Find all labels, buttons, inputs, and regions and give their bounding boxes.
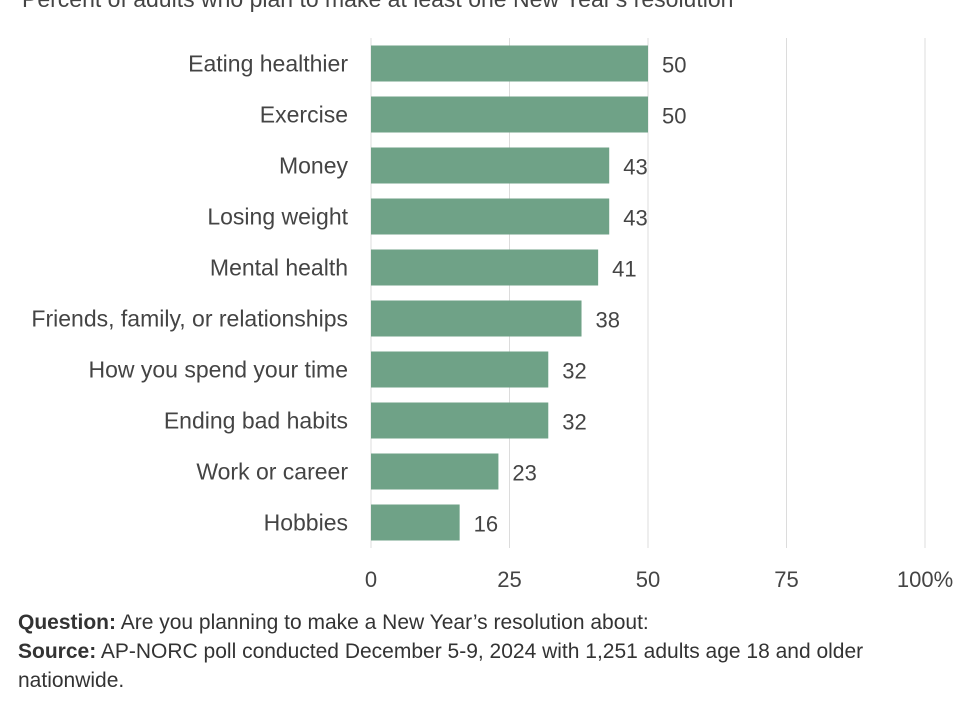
value-label: 50 [662, 53, 686, 78]
bar [371, 402, 549, 439]
value-label: 38 [596, 308, 620, 333]
x-axis-tick-labels: 0 25 50 75 100% [365, 567, 953, 592]
category-label: How you spend your time [88, 357, 348, 383]
chart-notes: Question: Are you planning to make a New… [18, 608, 968, 695]
category-label: Work or career [196, 459, 348, 485]
value-label: 43 [623, 155, 647, 180]
category-labels: Eating healthier Exercise Money Losing weig… [31, 51, 348, 536]
bar [371, 504, 460, 541]
category-label: Exercise [260, 102, 348, 128]
value-label: 32 [562, 410, 586, 435]
category-label: Money [279, 153, 349, 179]
source-label: Source: [18, 640, 97, 663]
value-label: 50 [662, 104, 686, 129]
chart-subtitle: Percent of adults who plan to make at le… [22, 0, 733, 13]
value-label: 23 [512, 461, 536, 486]
x-tick-label: 25 [497, 567, 521, 592]
value-label: 41 [612, 257, 636, 282]
category-label: Friends, family, or relationships [31, 306, 348, 332]
bar [371, 249, 599, 286]
bar [371, 147, 610, 184]
source-note: Source: AP-NORC poll conducted December … [18, 637, 968, 695]
x-tick-label: 75 [774, 567, 798, 592]
bar [371, 96, 648, 133]
x-tick-label: 100% [897, 567, 953, 592]
question-text: Are you planning to make a New Year’s re… [120, 611, 649, 634]
x-tick-label: 0 [365, 567, 377, 592]
value-label: 16 [474, 512, 498, 537]
question-note: Question: Are you planning to make a New… [18, 608, 968, 637]
category-label: Eating healthier [188, 51, 348, 77]
bar [371, 453, 499, 490]
category-label: Ending bad habits [164, 408, 348, 434]
category-label: Losing weight [207, 204, 348, 230]
value-label: 43 [623, 206, 647, 231]
bar [371, 45, 648, 82]
x-tick-label: 50 [636, 567, 660, 592]
bar [371, 300, 582, 337]
bar-chart: Eating healthier Exercise Money Losing weig… [31, 38, 953, 592]
category-label: Hobbies [264, 510, 348, 536]
category-label: Mental health [210, 255, 348, 281]
value-labels: 50 50 43 43 41 38 32 32 23 16 [474, 53, 687, 537]
bar [371, 198, 610, 235]
value-label: 32 [562, 359, 586, 384]
question-label: Question: [18, 611, 116, 634]
bar [371, 351, 549, 388]
bars [371, 45, 648, 541]
source-text: AP-NORC poll conducted December 5-9, 202… [18, 640, 864, 692]
